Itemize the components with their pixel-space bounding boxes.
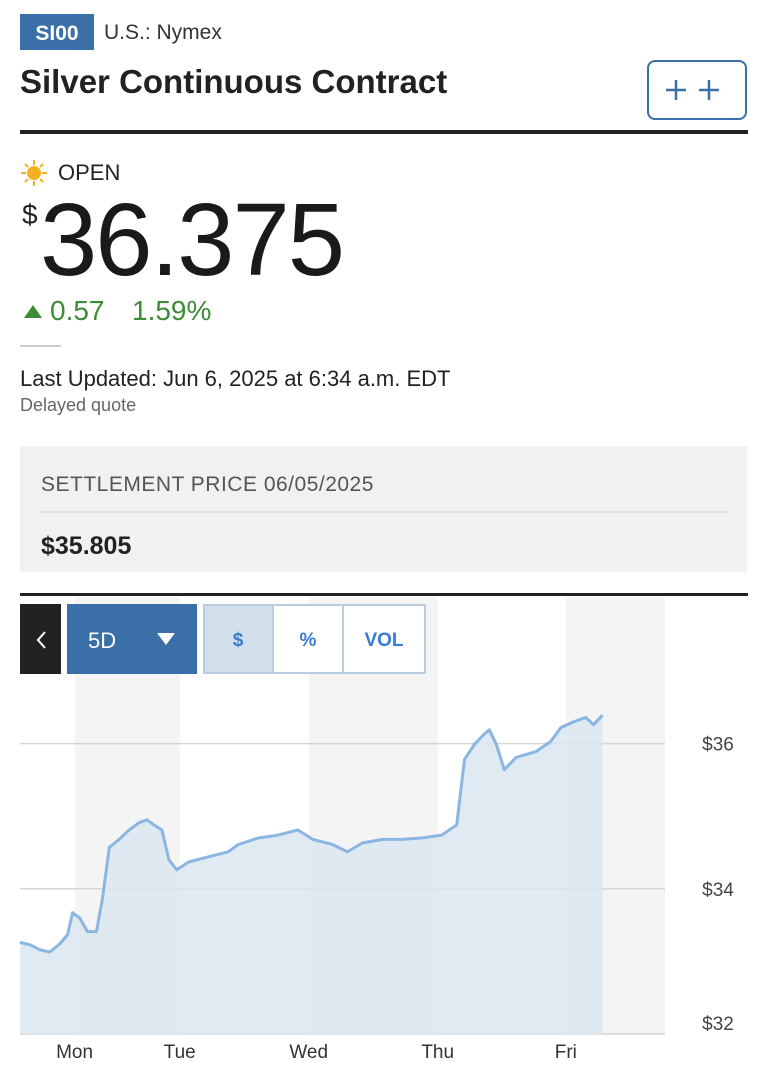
y-tick-label: $32	[702, 1014, 734, 1035]
mode-label: $	[233, 630, 244, 651]
watchlist-button[interactable]	[647, 60, 747, 120]
divider	[20, 130, 748, 134]
settlement-box	[20, 446, 747, 572]
up-arrow	[24, 305, 42, 318]
mode-button[interactable]: $	[203, 604, 274, 674]
x-tick-label: Thu	[421, 1042, 454, 1063]
x-tick-label: Fri	[555, 1042, 577, 1063]
instrument-title: Silver Continuous Contract	[20, 63, 447, 100]
back-button[interactable]	[20, 604, 61, 674]
last-price: 36.375	[40, 182, 343, 297]
y-tick-label: $36	[702, 735, 734, 756]
range-selector[interactable]: 5D	[67, 604, 197, 674]
divider	[20, 593, 748, 596]
sun-icon	[21, 160, 47, 186]
x-tick-label: Wed	[289, 1042, 328, 1063]
ticker: SI00	[35, 22, 78, 45]
area-fill	[20, 715, 603, 1034]
y-tick-label: $34	[702, 880, 734, 901]
mode-label: VOL	[364, 630, 403, 651]
x-tick-label: Mon	[56, 1042, 93, 1063]
price-line	[19, 714, 604, 954]
settlement-value: $35.805	[41, 532, 131, 560]
mode-button[interactable]: %	[272, 604, 344, 674]
last-updated: Last Updated: Jun 6, 2025 at 6:34 a.m. E…	[20, 366, 450, 391]
price-change: 0.57	[50, 295, 105, 326]
exchange: U.S.: Nymex	[104, 21, 222, 44]
market-status: OPEN	[58, 160, 120, 185]
range-label: 5D	[88, 628, 116, 653]
ticker-badge	[20, 14, 94, 50]
mode-label: %	[300, 630, 317, 651]
delayed-note: Delayed quote	[20, 395, 136, 415]
x-tick-label: Tue	[164, 1042, 196, 1063]
currency-symbol: $	[22, 199, 38, 230]
settlement-label: SETTLEMENT PRICE 06/05/2025	[41, 473, 374, 496]
price-change-percent: 1.59%	[132, 295, 211, 326]
mode-button[interactable]: VOL	[342, 604, 426, 674]
